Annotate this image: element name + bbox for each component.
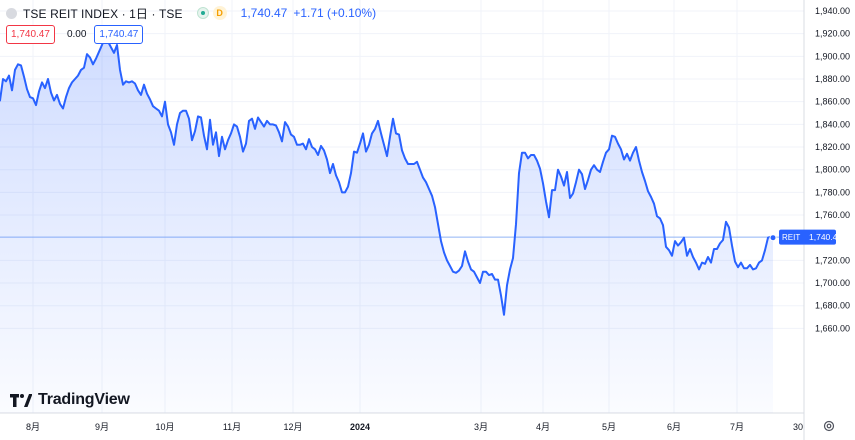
price-tag: REIT 1,740.47 bbox=[779, 229, 842, 245]
tradingview-logo[interactable]: TradingView bbox=[10, 391, 130, 409]
y-tick-label: 1,660.00 bbox=[815, 323, 850, 333]
last-price-dot bbox=[769, 234, 777, 242]
price-axis[interactable]: 1,940.00 1,920.00 1,900.00 1,880.00 1,860.00… bbox=[815, 6, 850, 333]
x-tick-label: 30 bbox=[793, 422, 803, 432]
price-tag-value: 1,740.47 bbox=[809, 232, 842, 242]
x-tick-label: 12月 bbox=[283, 422, 302, 432]
logo-text: TradingView bbox=[38, 391, 130, 408]
x-tick-label: 6月 bbox=[667, 422, 681, 432]
y-tick-label: 1,940.00 bbox=[815, 6, 850, 16]
last-price: 1,740.47 bbox=[240, 6, 288, 20]
price-tag-bg bbox=[779, 229, 836, 245]
time-axis[interactable]: 8月 9月 10月 11月 12月 2024 3月 4月 5月 6月 7月 30 bbox=[26, 422, 803, 432]
x-tick-label: 9月 bbox=[95, 422, 109, 432]
market-open-icon bbox=[196, 7, 209, 19]
y-tick-label: 1,780.00 bbox=[815, 187, 850, 197]
y-tick-label: 1,800.00 bbox=[815, 165, 850, 175]
buy-price-box[interactable]: 1,740.47 bbox=[94, 25, 144, 44]
spread-value: 0.00 bbox=[66, 29, 87, 40]
y-tick-label: 1,860.00 bbox=[815, 97, 850, 107]
y-tick-label: 1,760.00 bbox=[815, 210, 850, 220]
x-tick-label: 7月 bbox=[730, 422, 744, 432]
x-tick-label: 10月 bbox=[155, 422, 174, 432]
sell-price-box[interactable]: 1,740.47 bbox=[6, 25, 55, 44]
y-tick-label: 1,680.00 bbox=[815, 301, 850, 311]
x-tick-label: 3月 bbox=[474, 422, 488, 432]
bid-ask-row: 1,740.47 0.00 1,740.47 bbox=[6, 25, 144, 44]
tradingview-logo-icon bbox=[10, 393, 32, 407]
data-badge-icon: D bbox=[212, 6, 227, 20]
y-tick-label: 1,720.00 bbox=[815, 255, 850, 265]
price-area-fill bbox=[0, 37, 773, 413]
x-tick-label: 8月 bbox=[26, 422, 40, 432]
y-tick-label: 1,700.00 bbox=[815, 278, 850, 288]
y-tick-label: 1,840.00 bbox=[815, 119, 850, 129]
x-tick-label: 5月 bbox=[602, 422, 616, 432]
price-tag-name: REIT bbox=[782, 233, 800, 242]
y-tick-label: 1,820.00 bbox=[815, 142, 850, 152]
y-tick-label: 1,900.00 bbox=[815, 51, 850, 61]
x-tick-label: 4月 bbox=[536, 422, 550, 432]
y-tick-label: 1,880.00 bbox=[815, 74, 850, 84]
legend-header: TSE REIT INDEX · 1日 · TSE D 1,740.47 +1.… bbox=[6, 4, 376, 22]
settings-gear-icon[interactable] bbox=[823, 420, 835, 432]
y-tick-label: 1,920.00 bbox=[815, 29, 850, 39]
symbol-logo-icon bbox=[6, 7, 17, 19]
price-series-line bbox=[0, 36, 774, 316]
x-tick-label: 11月 bbox=[223, 422, 241, 432]
symbol-title[interactable]: TSE REIT INDEX · 1日 · TSE bbox=[23, 6, 183, 21]
x-tick-label: 2024 bbox=[350, 422, 370, 432]
price-change: +1.71 (+0.10%) bbox=[293, 6, 377, 20]
